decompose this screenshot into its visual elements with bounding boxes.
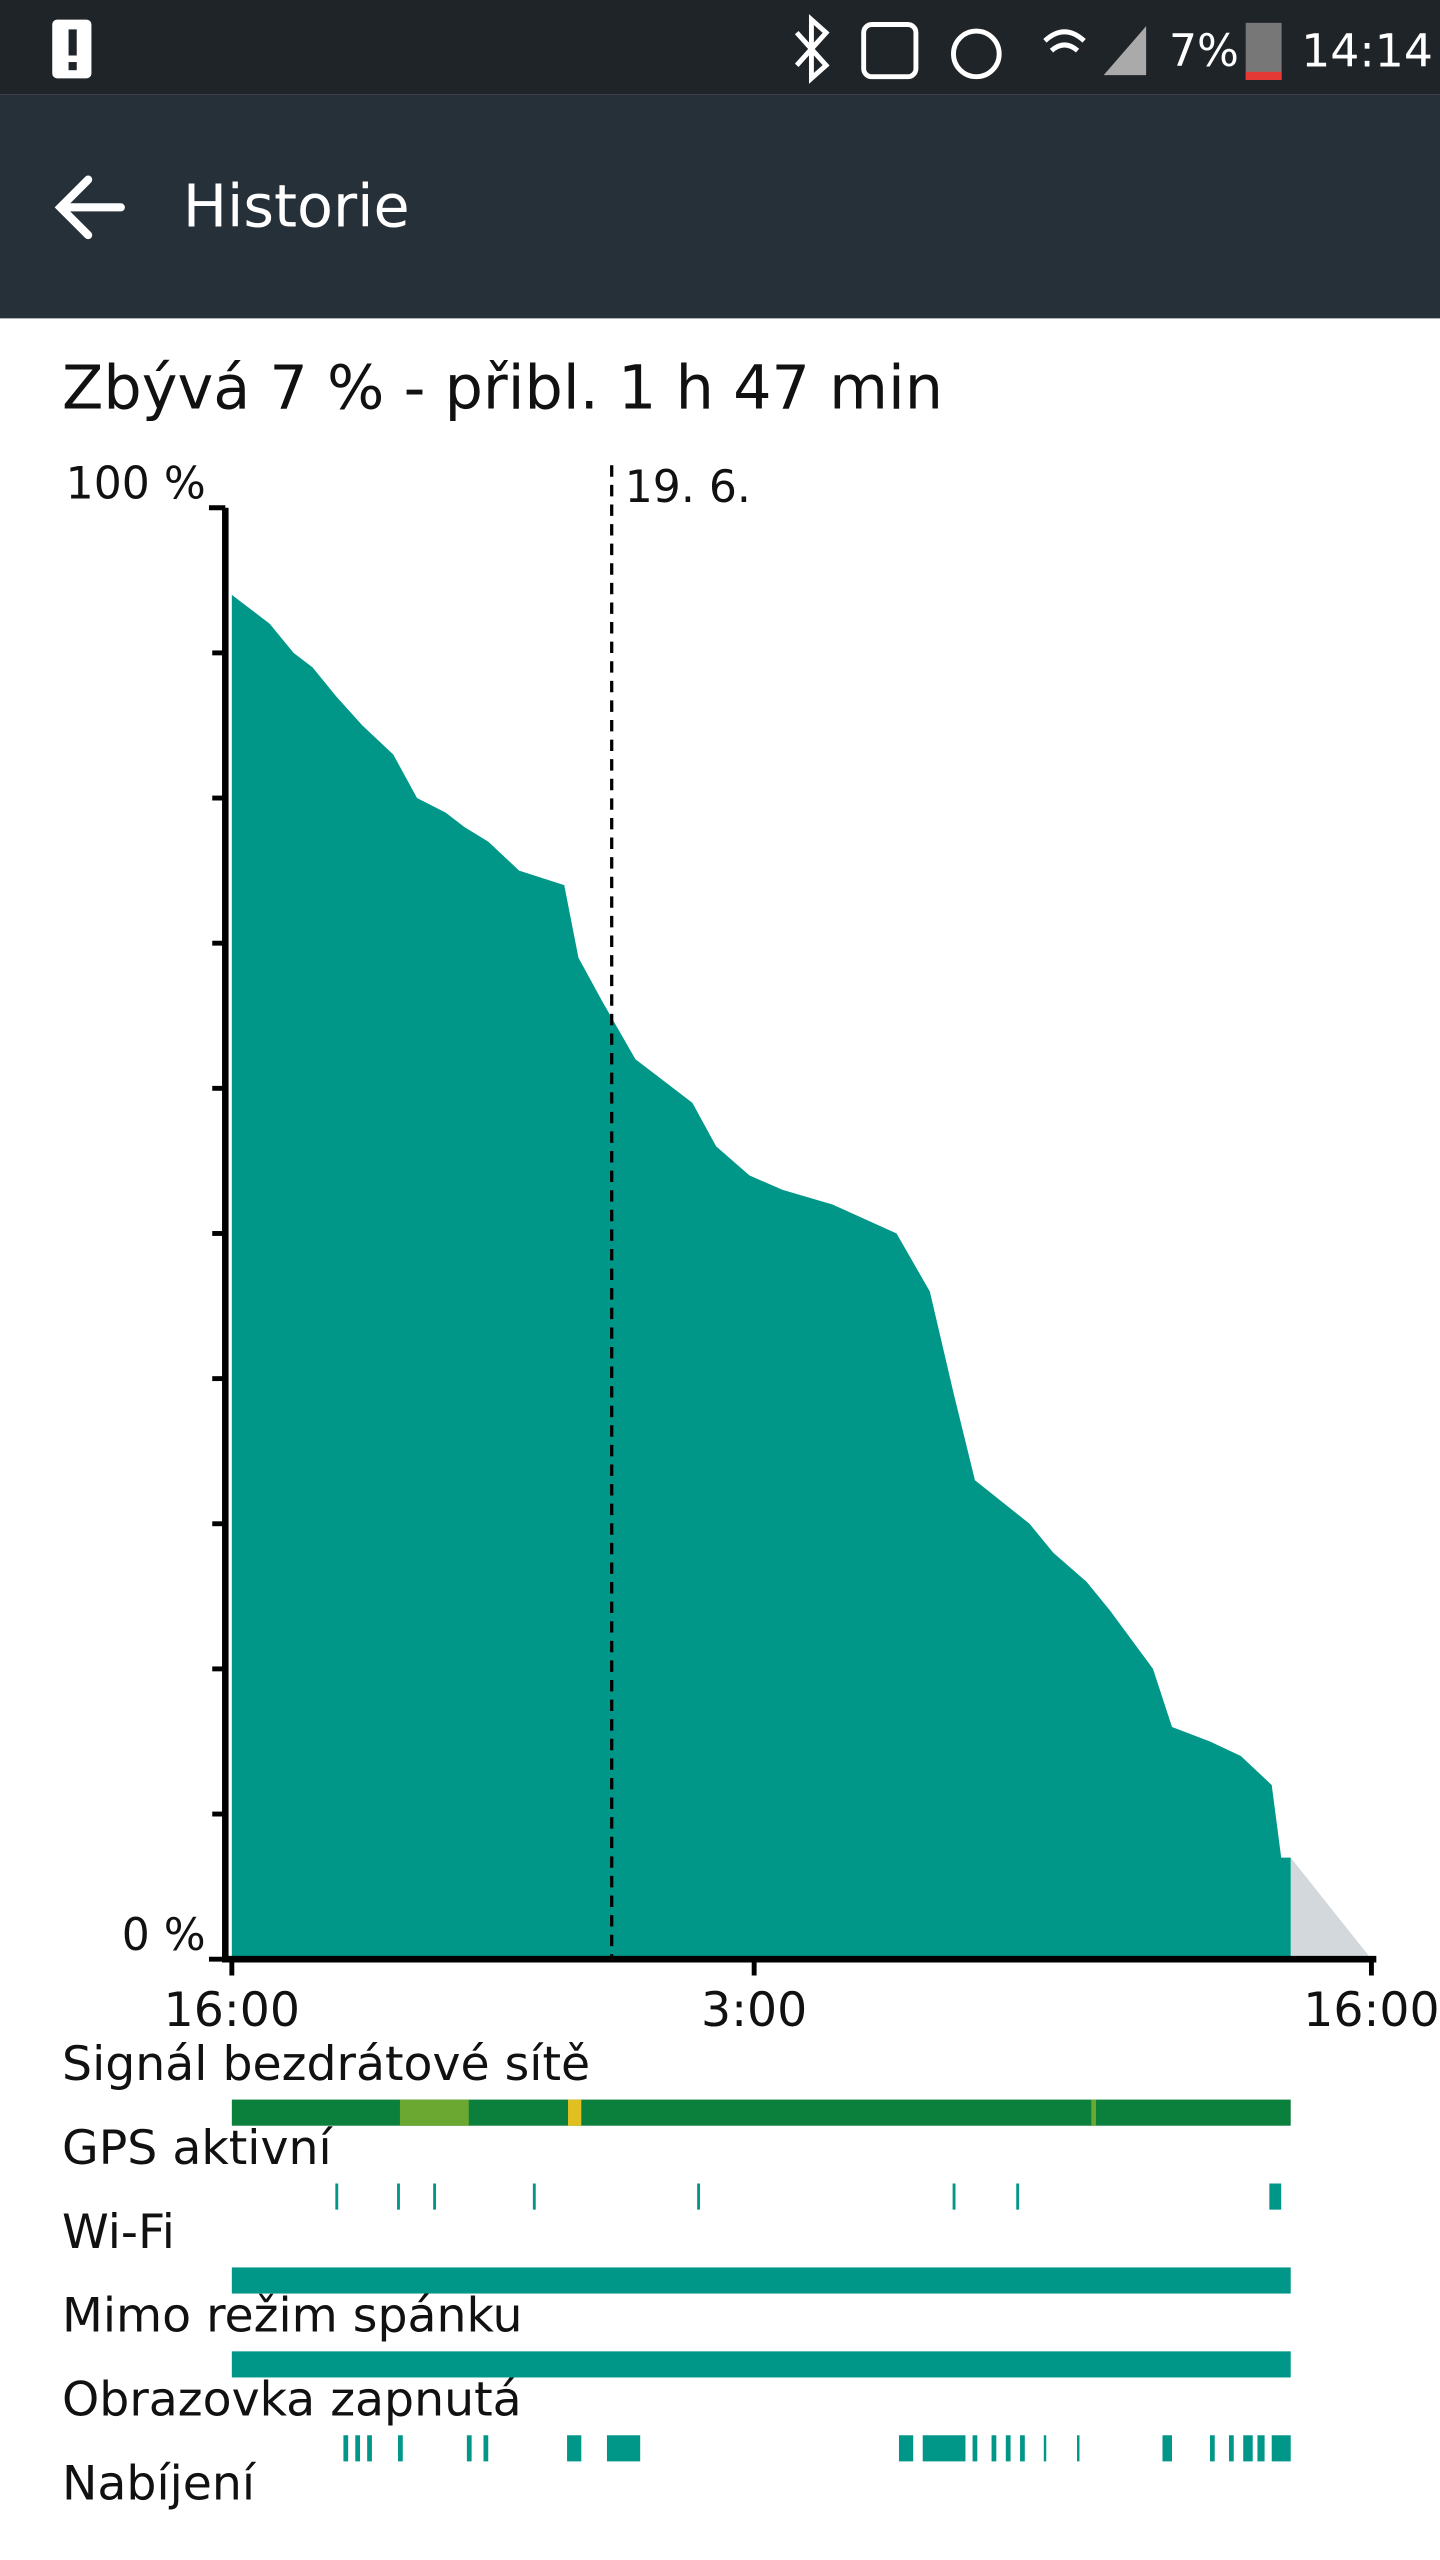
state-segment: [532, 2183, 536, 2210]
state-segment: [231, 2267, 1291, 2294]
state-row-label: Nabíjení: [62, 2457, 257, 2512]
status-bar: [0, 0, 1440, 95]
state-segment: [1257, 2435, 1265, 2462]
state-segment: [231, 2351, 1291, 2378]
state-segment: [1228, 2435, 1234, 2462]
state-segment: [367, 2435, 372, 2462]
clock: 14:14: [1301, 24, 1433, 77]
alert-icon-dot: [68, 62, 77, 71]
state-row-label: GPS aktivní: [62, 2121, 333, 2176]
state-row-label: Obrazovka zapnutá: [62, 2373, 522, 2428]
state-segment: [568, 2099, 582, 2126]
x-tick-label: 16:00: [1303, 1983, 1439, 2038]
state-segment: [397, 2183, 400, 2210]
state-segment: [898, 2435, 914, 2462]
x-tick-label: 16:00: [164, 1983, 300, 2038]
state-segment: [1209, 2435, 1215, 2462]
state-segment: [466, 2435, 472, 2462]
state-segment: [1271, 2435, 1291, 2462]
y-tick-label: 100 %: [66, 459, 206, 510]
state-row-label: Signál bezdrátové sítě: [62, 2037, 590, 2092]
state-segment: [1243, 2435, 1253, 2462]
state-segment: [398, 2435, 403, 2462]
app-bar: [0, 94, 1440, 319]
state-segment: [972, 2435, 978, 2462]
state-segment: [952, 2183, 956, 2210]
state-segment: [567, 2435, 582, 2462]
state-segment: [483, 2435, 489, 2462]
state-segment: [355, 2435, 361, 2462]
state-row-label: Wi-Fi: [62, 2205, 175, 2260]
projection-area: [1290, 1857, 1372, 1960]
back-button[interactable]: [54, 175, 125, 240]
battery-percent: 7%: [1169, 26, 1239, 77]
state-segment: [697, 2183, 701, 2210]
state-segment: [1269, 2183, 1282, 2210]
state-segment: [1162, 2435, 1172, 2462]
state-row-label: Mimo režim spánku: [62, 2289, 522, 2344]
state-segment: [1020, 2435, 1025, 2462]
battery-level: [1245, 71, 1282, 80]
state-segment: [922, 2435, 966, 2462]
state-segment: [343, 2435, 349, 2462]
state-segment: [433, 2183, 437, 2210]
state-segment: [991, 2435, 997, 2462]
battery-icon: [1245, 22, 1282, 80]
chart-title: Zbývá 7 % - přibl. 1 h 47 min: [62, 353, 943, 423]
alarm-icon: [951, 28, 1002, 80]
app-bar-title: Historie: [183, 172, 410, 241]
state-segment: [231, 2099, 1291, 2126]
y-tick-label: 0 %: [122, 1910, 206, 1961]
battery-area: [231, 594, 1291, 1960]
state-segment: [1091, 2099, 1097, 2126]
state-segment: [335, 2183, 339, 2210]
state-segment: [1005, 2435, 1011, 2462]
bluetooth-icon: [794, 14, 830, 84]
wifi-icon: [1043, 29, 1086, 53]
state-segment: [399, 2099, 469, 2126]
state-segment: [1043, 2435, 1047, 2462]
x-tick-label: 3:00: [701, 1983, 807, 2038]
battery-chart: 0 % 100 % 16:00 3:00 16:00 19. 6. Signál bezdr…: [62, 459, 1440, 2512]
state-segment: [606, 2435, 641, 2462]
nfc-icon: [861, 22, 919, 80]
state-segment: [1016, 2183, 1020, 2210]
state-segment: [1077, 2435, 1080, 2462]
date-marker-label: 19. 6.: [625, 462, 751, 513]
alert-icon-mark: [68, 29, 77, 56]
